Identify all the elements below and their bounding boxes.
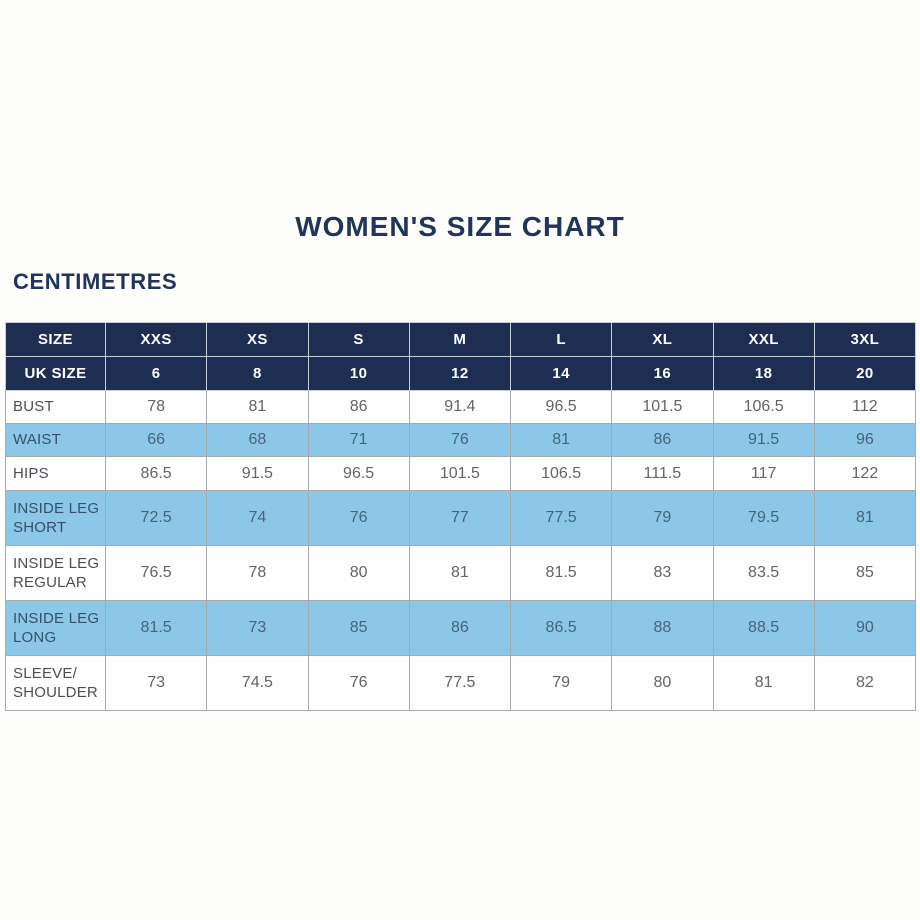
sleeve-shoulder-xxs: 73 bbox=[104, 655, 208, 711]
inside-leg-regular-xs: 78 bbox=[206, 545, 309, 601]
table-row-hips: HIPS 86.5 91.5 96.5 101.5 106.5 111.5 11… bbox=[5, 456, 917, 491]
inside-leg-short-m: 77 bbox=[408, 490, 512, 546]
bust-xl: 101.5 bbox=[611, 390, 714, 424]
waist-3xl: 96 bbox=[813, 423, 917, 457]
table-row-sleeve-shoulder: SLEEVE/ SHOULDER 73 74.5 76 77.5 79 80 8… bbox=[5, 655, 917, 711]
table-row-inside-leg-short: INSIDE LEG SHORT 72.5 74 76 77 77.5 79 7… bbox=[5, 490, 917, 546]
table-row-waist: WAIST 66 68 71 76 81 86 91.5 96 bbox=[5, 423, 917, 457]
row-label-sleeve-shoulder: SLEEVE/ SHOULDER bbox=[5, 655, 106, 711]
waist-xs: 68 bbox=[206, 423, 309, 457]
uk-size-header-row: UK SIZE 6 8 10 12 14 16 18 20 bbox=[5, 356, 917, 391]
sleeve-shoulder-xxl: 81 bbox=[712, 655, 815, 711]
row-label-inside-leg-regular: INSIDE LEG REGULAR bbox=[5, 545, 106, 601]
bust-l: 96.5 bbox=[509, 390, 613, 424]
inside-leg-regular-s: 80 bbox=[307, 545, 410, 601]
hips-xxs: 86.5 bbox=[104, 456, 208, 491]
hips-3xl: 122 bbox=[813, 456, 917, 491]
inside-leg-long-xl: 88 bbox=[611, 600, 714, 656]
uk-size-6: 6 bbox=[104, 356, 208, 391]
uk-size-8: 8 bbox=[206, 356, 309, 391]
inside-leg-long-m: 86 bbox=[408, 600, 512, 656]
hips-xxl: 117 bbox=[712, 456, 815, 491]
bust-m: 91.4 bbox=[408, 390, 512, 424]
inside-leg-short-xxs: 72.5 bbox=[104, 490, 208, 546]
bust-xs: 81 bbox=[206, 390, 309, 424]
inside-leg-long-xxs: 81.5 bbox=[104, 600, 208, 656]
table-row-inside-leg-regular: INSIDE LEG REGULAR 76.5 78 80 81 81.5 83… bbox=[5, 545, 917, 601]
hips-xs: 91.5 bbox=[206, 456, 309, 491]
size-col-xs: XS bbox=[206, 322, 309, 357]
row-label-hips: HIPS bbox=[5, 456, 106, 491]
hips-l: 106.5 bbox=[509, 456, 613, 491]
inside-leg-short-3xl: 81 bbox=[813, 490, 917, 546]
size-col-s: S bbox=[307, 322, 410, 357]
page-title: WOMEN'S SIZE CHART bbox=[295, 211, 625, 242]
uk-size-20: 20 bbox=[813, 356, 917, 391]
size-col-xxl: XXL bbox=[712, 322, 815, 357]
inside-leg-long-s: 85 bbox=[307, 600, 410, 656]
size-col-3xl: 3XL bbox=[813, 322, 917, 357]
waist-xxs: 66 bbox=[104, 423, 208, 457]
inside-leg-regular-3xl: 85 bbox=[813, 545, 917, 601]
inside-leg-regular-xl: 83 bbox=[611, 545, 714, 601]
sleeve-shoulder-s: 76 bbox=[307, 655, 410, 711]
inside-leg-short-s: 76 bbox=[307, 490, 410, 546]
row-label-inside-leg-short: INSIDE LEG SHORT bbox=[5, 490, 106, 546]
inside-leg-regular-xxl: 83.5 bbox=[712, 545, 815, 601]
waist-l: 81 bbox=[509, 423, 613, 457]
inside-leg-long-3xl: 90 bbox=[813, 600, 917, 656]
uk-size-10: 10 bbox=[307, 356, 410, 391]
uk-size-12: 12 bbox=[408, 356, 512, 391]
hips-xl: 111.5 bbox=[611, 456, 714, 491]
row-label-waist: WAIST bbox=[5, 423, 106, 457]
size-col-xxs: XXS bbox=[104, 322, 208, 357]
size-chart-table: SIZE XXS XS S M L XL XXL 3XL UK SIZE 6 8… bbox=[5, 322, 917, 711]
row-label-bust: BUST bbox=[5, 390, 106, 424]
inside-leg-short-l: 77.5 bbox=[509, 490, 613, 546]
sleeve-shoulder-xs: 74.5 bbox=[206, 655, 309, 711]
inside-leg-short-xs: 74 bbox=[206, 490, 309, 546]
waist-s: 71 bbox=[307, 423, 410, 457]
inside-leg-long-xs: 73 bbox=[206, 600, 309, 656]
waist-xxl: 91.5 bbox=[712, 423, 815, 457]
inside-leg-regular-m: 81 bbox=[408, 545, 512, 601]
bust-xxl: 106.5 bbox=[712, 390, 815, 424]
size-col-xl: XL bbox=[611, 322, 714, 357]
inside-leg-long-l: 86.5 bbox=[509, 600, 613, 656]
inside-leg-regular-l: 81.5 bbox=[509, 545, 613, 601]
uk-size-16: 16 bbox=[611, 356, 714, 391]
inside-leg-short-xl: 79 bbox=[611, 490, 714, 546]
sleeve-shoulder-l: 79 bbox=[509, 655, 613, 711]
sleeve-shoulder-xl: 80 bbox=[611, 655, 714, 711]
uk-size-18: 18 bbox=[712, 356, 815, 391]
inside-leg-short-xxl: 79.5 bbox=[712, 490, 815, 546]
bust-s: 86 bbox=[307, 390, 410, 424]
inside-leg-regular-xxs: 76.5 bbox=[104, 545, 208, 601]
hips-m: 101.5 bbox=[408, 456, 512, 491]
unit-label: CENTIMETRES bbox=[13, 269, 178, 294]
waist-m: 76 bbox=[408, 423, 512, 457]
size-header-row: SIZE XXS XS S M L XL XXL 3XL bbox=[5, 322, 917, 357]
uk-size-14: 14 bbox=[509, 356, 613, 391]
bust-xxs: 78 bbox=[104, 390, 208, 424]
uk-size-header-label: UK SIZE bbox=[5, 356, 106, 391]
inside-leg-long-xxl: 88.5 bbox=[712, 600, 815, 656]
table-row-bust: BUST 78 81 86 91.4 96.5 101.5 106.5 112 bbox=[5, 390, 917, 424]
size-header-label: SIZE bbox=[5, 322, 106, 357]
size-col-l: L bbox=[509, 322, 613, 357]
hips-s: 96.5 bbox=[307, 456, 410, 491]
table-row-inside-leg-long: INSIDE LEG LONG 81.5 73 85 86 86.5 88 88… bbox=[5, 600, 917, 656]
sleeve-shoulder-3xl: 82 bbox=[813, 655, 917, 711]
bust-3xl: 112 bbox=[813, 390, 917, 424]
waist-xl: 86 bbox=[611, 423, 714, 457]
size-col-m: M bbox=[408, 322, 512, 357]
row-label-inside-leg-long: INSIDE LEG LONG bbox=[5, 600, 106, 656]
sleeve-shoulder-m: 77.5 bbox=[408, 655, 512, 711]
